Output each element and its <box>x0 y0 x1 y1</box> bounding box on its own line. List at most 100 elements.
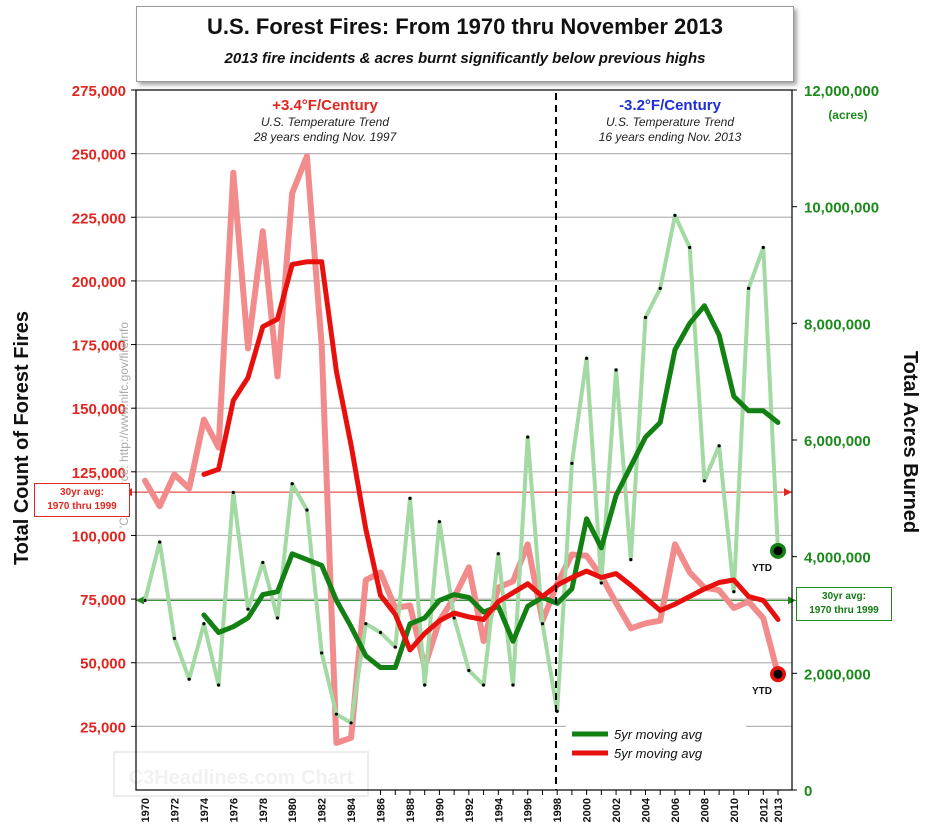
x-tick-label: 1984 <box>346 797 358 822</box>
acres-data-point <box>290 482 294 486</box>
watermark-box <box>113 751 369 797</box>
acres-data-point <box>364 622 368 626</box>
ytd-label: YTD <box>752 686 772 697</box>
acres-data-point <box>423 683 427 687</box>
acres-data-point <box>717 444 721 448</box>
acres-data-point <box>334 712 338 716</box>
acres-data-point <box>526 435 530 439</box>
left-trend-value: +3.4°F/Century <box>272 97 378 114</box>
x-tick-label: 1994 <box>493 797 505 822</box>
acres-data-point <box>585 356 589 360</box>
right-axis-ticks: 0 2,000,000 4,000,000 6,000,000 8,000,000 10,… <box>792 83 879 800</box>
series-lines <box>142 153 781 746</box>
acres-data-point <box>732 590 736 594</box>
acres-data-point <box>378 630 383 635</box>
x-tick-label: 1992 <box>464 798 476 822</box>
ytd-markers: YTD YTD <box>752 542 786 697</box>
acres-data-point <box>452 616 456 620</box>
left-tick-label: 275,000 <box>72 83 126 100</box>
acres-unit-label: (acres) <box>828 108 867 122</box>
acres-data-point <box>305 508 309 512</box>
acres-avg-line2: 1970 thru 1999 <box>809 605 879 616</box>
acres-data-point <box>511 683 515 687</box>
x-tick-label: 1978 <box>258 798 270 822</box>
watermark: C3Headlines.com Chart <box>113 751 369 797</box>
fires-moving-avg-line <box>201 259 781 653</box>
right-tick-label: 12,000,000 <box>804 83 879 100</box>
ytd-marker-dot <box>773 669 783 679</box>
fires-count-line <box>142 153 781 746</box>
chart-title: U.S. Forest Fires: From 1970 thru Novemb… <box>207 14 723 39</box>
avg-arrowhead <box>136 596 144 605</box>
right-tick-label: 0 <box>804 783 812 800</box>
left-trend-annotation: +3.4°F/Century U.S. Temperature Trend 28… <box>220 98 430 145</box>
acres-avg-line1: 30yr avg: <box>822 591 866 602</box>
left-trend-period: 28 years ending Nov. 1997 <box>253 130 397 144</box>
fires-30yr-avg-box: 30yr avg: 1970 thru 1999 <box>34 483 130 517</box>
acres-data-point <box>481 683 486 687</box>
x-tick-label: 2000 <box>582 798 594 822</box>
acres-data-point <box>275 616 280 620</box>
acres-data-point <box>599 581 603 585</box>
x-tick-label: 1988 <box>405 798 417 822</box>
x-tick-label: 2002 <box>611 798 623 822</box>
acres-data-point <box>496 552 500 556</box>
acres-data-point <box>629 557 633 562</box>
x-axis-ticks: 1970 1972 1974 1976 1978 1980 1982 1984 1986 1988… <box>140 790 785 822</box>
grid-lines <box>136 153 792 727</box>
x-tick-label: 2013 <box>773 798 785 822</box>
fires-avg-line2: 1970 thru 1999 <box>47 501 117 512</box>
x-tick-label: 1996 <box>523 798 535 822</box>
acres-30yr-avg-box: 30yr avg: 1970 thru 1999 <box>796 587 892 621</box>
acres-data-point <box>261 560 265 565</box>
left-tick-label: 150,000 <box>72 401 126 418</box>
legend-label-acres-ma: 5yr moving avg <box>614 727 703 742</box>
left-tick-label: 25,000 <box>80 719 126 736</box>
acres-data-point <box>688 245 692 250</box>
ytd-label: YTD <box>752 563 772 574</box>
acres-data-point <box>746 286 751 290</box>
x-tick-label: 1980 <box>287 798 299 822</box>
fires-avg-line1: 30yr avg: <box>60 487 104 498</box>
acres-data-point <box>202 622 206 626</box>
right-tick-label: 2,000,000 <box>804 666 871 683</box>
x-tick-label: 1982 <box>317 798 329 822</box>
x-tick-label: 1998 <box>552 798 564 822</box>
left-tick-label: 125,000 <box>72 465 126 482</box>
acres-data-point <box>320 651 324 655</box>
acres-data-point <box>231 490 235 495</box>
acres-data-point <box>702 479 706 483</box>
right-trend-period: 16 years ending Nov. 2013 <box>598 130 742 144</box>
right-trend-label: U.S. Temperature Trend <box>605 115 735 129</box>
left-tick-label: 175,000 <box>72 338 126 355</box>
acres-data-point <box>143 598 147 603</box>
acres-data-point <box>408 496 412 500</box>
acres-data-point <box>217 683 221 687</box>
x-tick-label: 2012 <box>758 798 770 822</box>
acres-data-point <box>540 622 545 626</box>
x-tick-label: 2004 <box>641 797 653 822</box>
right-tick-label: 8,000,000 <box>804 316 871 333</box>
left-tick-label: 250,000 <box>72 147 126 164</box>
left-tick-label: 100,000 <box>72 528 126 545</box>
acres-data-point <box>658 286 662 290</box>
acres-data-point <box>614 368 618 372</box>
acres-data-point <box>570 461 574 465</box>
acres-burned-line <box>143 213 780 725</box>
acres-data-point <box>172 636 177 640</box>
acres-data-point <box>467 668 471 673</box>
acres-data-point <box>187 677 191 681</box>
right-tick-label: 6,000,000 <box>804 433 871 450</box>
source-text: 'C3' source: http://www.nifc.gov/fireInf… <box>117 322 131 528</box>
x-tick-label: 2006 <box>670 798 682 822</box>
acres-data-point <box>393 645 397 649</box>
left-trend-label: U.S. Temperature Trend <box>260 115 390 129</box>
legend: 5yr moving avg 5yr moving avg <box>566 724 746 764</box>
legend-box <box>566 724 746 764</box>
x-tick-label: 2008 <box>699 798 711 822</box>
left-tick-label: 50,000 <box>80 656 126 673</box>
x-tick-label: 1974 <box>199 797 211 822</box>
left-tick-label: 75,000 <box>80 592 126 609</box>
acres-data-point <box>673 213 677 218</box>
